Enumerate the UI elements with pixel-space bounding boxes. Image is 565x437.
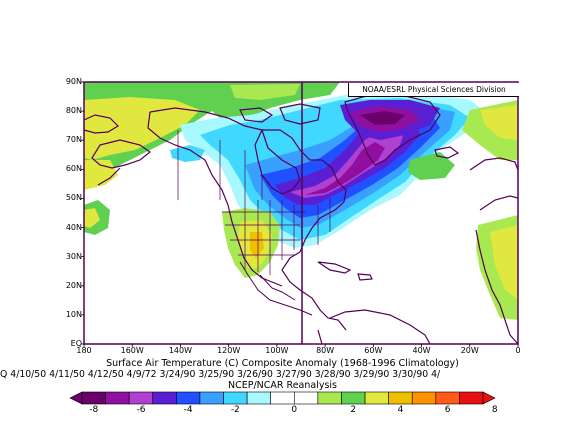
lat-label: 80N xyxy=(65,106,82,116)
lat-label: EQ xyxy=(70,339,82,348)
lon-label: 120W xyxy=(217,346,241,355)
lon-label: 140W xyxy=(168,346,193,355)
colorbar-swatch xyxy=(388,391,413,405)
colorbar-swatch xyxy=(223,391,248,405)
lon-label: 40W xyxy=(412,346,431,355)
cold-anomaly-alaska xyxy=(170,145,205,162)
colorbar-swatch xyxy=(435,391,460,405)
colorbar-swatch xyxy=(176,391,201,405)
warm-anomaly-alaska-yellow xyxy=(84,97,200,160)
colorbar-arrow-left xyxy=(69,391,83,405)
warm-anomaly-north-atlantic-yellow xyxy=(480,105,518,140)
cold-anomaly-core xyxy=(305,142,385,195)
agency-label: NOAA/ESRL Physical Sciences Division xyxy=(348,83,519,97)
colorbar-swatch xyxy=(152,391,177,405)
caption-dates: Q 4/10/50 4/11/50 4/12/50 4/9/72 3/24/90… xyxy=(0,369,441,380)
colorbar-swatch xyxy=(199,391,224,405)
colorbar xyxy=(69,391,496,405)
colorbar-swatch xyxy=(246,391,272,405)
lat-label: 40N xyxy=(65,222,82,232)
lat-label: 20N xyxy=(65,280,82,290)
lon-label: 80W xyxy=(316,346,335,355)
warm-anomaly-arctic-strip xyxy=(230,84,300,100)
map-frame xyxy=(83,81,519,345)
lat-label: 60N xyxy=(65,164,82,174)
colorbar-label: 4 xyxy=(397,405,404,415)
colorbar-label: -4 xyxy=(183,405,193,415)
caption-title: Surface Air Temperature (C) Composite An… xyxy=(106,358,459,369)
us-state-borders xyxy=(222,198,331,275)
lat-label: 70N xyxy=(65,135,82,145)
warm-anomaly-southwest-core xyxy=(250,232,264,258)
colorbar-arrow-right xyxy=(482,391,496,405)
colorbar-label: -6 xyxy=(136,405,146,415)
colorbar-swatch xyxy=(293,391,319,405)
colorbar-label: 8 xyxy=(491,405,498,415)
colorbar-swatch xyxy=(105,391,130,405)
colorbar-swatch xyxy=(459,391,484,405)
mexico-outline xyxy=(239,261,313,316)
lat-label: 10N xyxy=(65,309,82,319)
warm-anomaly-pacific-2 xyxy=(84,208,100,228)
warm-anomaly-greenland-east xyxy=(408,152,455,180)
colorbar-swatch xyxy=(364,391,389,405)
colorbar-swatch xyxy=(341,391,366,405)
colorbar-swatch xyxy=(270,391,295,405)
colorbar-label: 0 xyxy=(291,405,298,415)
colorbar-swatch xyxy=(317,391,342,405)
lon-label: 0 xyxy=(515,346,521,355)
colorbar-swatch xyxy=(411,391,437,405)
colorbar-label: -2 xyxy=(230,405,240,415)
warm-anomaly-africa-yellow xyxy=(490,225,518,300)
lon-label: 60W xyxy=(364,346,383,355)
cold-anomaly-greenland-purple xyxy=(360,111,405,125)
lat-label: 30N xyxy=(65,251,82,261)
lon-label: 180 xyxy=(76,346,92,355)
lat-label: 90N xyxy=(65,77,82,86)
coastlines xyxy=(84,94,518,344)
caption-source: NCEP/NCAR Reanalysis xyxy=(227,380,337,391)
colorbar-swatch xyxy=(128,391,154,405)
colorbar-swatch xyxy=(81,391,106,405)
lat-label: 50N xyxy=(65,193,82,203)
lon-label: 160W xyxy=(120,346,144,355)
colorbar-label: 2 xyxy=(350,405,357,415)
colorbar-label: 6 xyxy=(444,405,451,415)
lon-label: 100W xyxy=(265,346,289,355)
canada-borders xyxy=(177,130,263,200)
lon-label: 20W xyxy=(460,346,479,355)
colorbar-label: -8 xyxy=(89,405,99,415)
